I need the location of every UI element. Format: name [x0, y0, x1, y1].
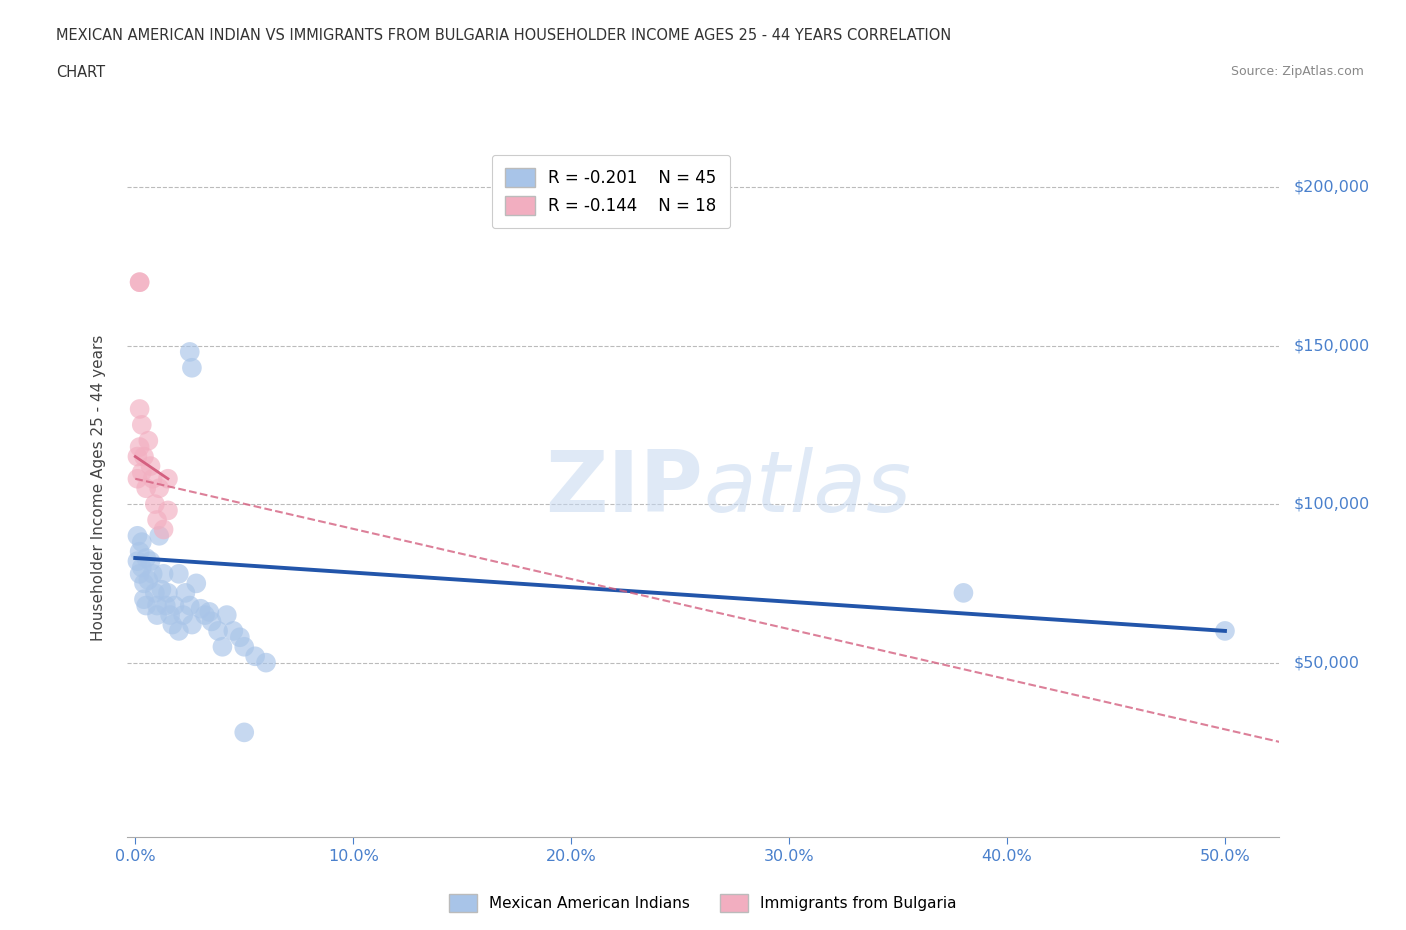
Point [156, 586, 179, 601]
Point [128, 544, 150, 559]
Point [1213, 623, 1236, 638]
Point [155, 598, 177, 613]
Point [243, 649, 266, 664]
Point [233, 725, 256, 740]
Point [132, 449, 155, 464]
Point [131, 535, 153, 550]
Point [207, 623, 229, 638]
Point [146, 607, 169, 622]
Point [127, 553, 149, 568]
Point [163, 598, 186, 613]
Point [179, 598, 201, 613]
Point [233, 639, 256, 654]
Point [146, 512, 169, 527]
Point [135, 551, 157, 565]
Point [128, 274, 150, 289]
Text: Source: ZipAtlas.com: Source: ZipAtlas.com [1230, 65, 1364, 78]
Point [132, 576, 155, 591]
Text: ZIP: ZIP [546, 446, 703, 530]
Point [152, 522, 174, 537]
Point [198, 604, 221, 619]
Point [135, 598, 157, 613]
Point [142, 472, 165, 486]
Point [186, 576, 208, 591]
Text: $100,000: $100,000 [1294, 497, 1369, 512]
Point [181, 360, 204, 375]
Point [148, 481, 170, 496]
Point [132, 591, 155, 606]
Point [128, 440, 150, 455]
Point [156, 503, 179, 518]
Text: $150,000: $150,000 [1294, 339, 1369, 353]
Point [131, 418, 153, 432]
Point [146, 598, 169, 613]
Point [952, 586, 974, 601]
Point [150, 582, 173, 597]
Point [194, 607, 217, 622]
Point [211, 639, 233, 654]
Point [215, 607, 238, 622]
Point [143, 497, 166, 512]
Point [139, 553, 162, 568]
Point [156, 472, 179, 486]
Point [139, 458, 162, 473]
Point [127, 472, 149, 486]
Point [200, 614, 222, 629]
Point [162, 618, 184, 632]
Point [148, 528, 170, 543]
Point [142, 566, 165, 581]
Point [159, 607, 181, 622]
Point [254, 655, 277, 670]
Text: $200,000: $200,000 [1294, 179, 1369, 194]
Point [127, 449, 149, 464]
Point [190, 602, 212, 617]
Point [172, 607, 194, 622]
Point [143, 586, 166, 601]
Point [167, 566, 190, 581]
Point [128, 274, 150, 289]
Text: MEXICAN AMERICAN INDIAN VS IMMIGRANTS FROM BULGARIA HOUSEHOLDER INCOME AGES 25 -: MEXICAN AMERICAN INDIAN VS IMMIGRANTS FR… [56, 28, 952, 43]
Legend: Mexican American Indians, Immigrants from Bulgaria: Mexican American Indians, Immigrants fro… [443, 888, 963, 918]
Point [181, 618, 204, 632]
Point [128, 566, 150, 581]
Point [135, 481, 157, 496]
Point [131, 465, 153, 480]
Point [138, 433, 160, 448]
Point [229, 630, 252, 644]
Text: $50,000: $50,000 [1294, 655, 1360, 671]
Point [167, 623, 190, 638]
Point [174, 586, 197, 601]
Point [127, 528, 149, 543]
Point [128, 402, 150, 417]
Point [179, 344, 201, 359]
Point [222, 623, 245, 638]
Y-axis label: Householder Income Ages 25 - 44 years: Householder Income Ages 25 - 44 years [91, 335, 105, 642]
Legend: R = -0.201    N = 45, R = -0.144    N = 18: R = -0.201 N = 45, R = -0.144 N = 18 [492, 154, 730, 228]
Point [131, 560, 153, 575]
Text: CHART: CHART [56, 65, 105, 80]
Point [152, 566, 174, 581]
Text: atlas: atlas [703, 446, 911, 530]
Point [138, 573, 160, 588]
